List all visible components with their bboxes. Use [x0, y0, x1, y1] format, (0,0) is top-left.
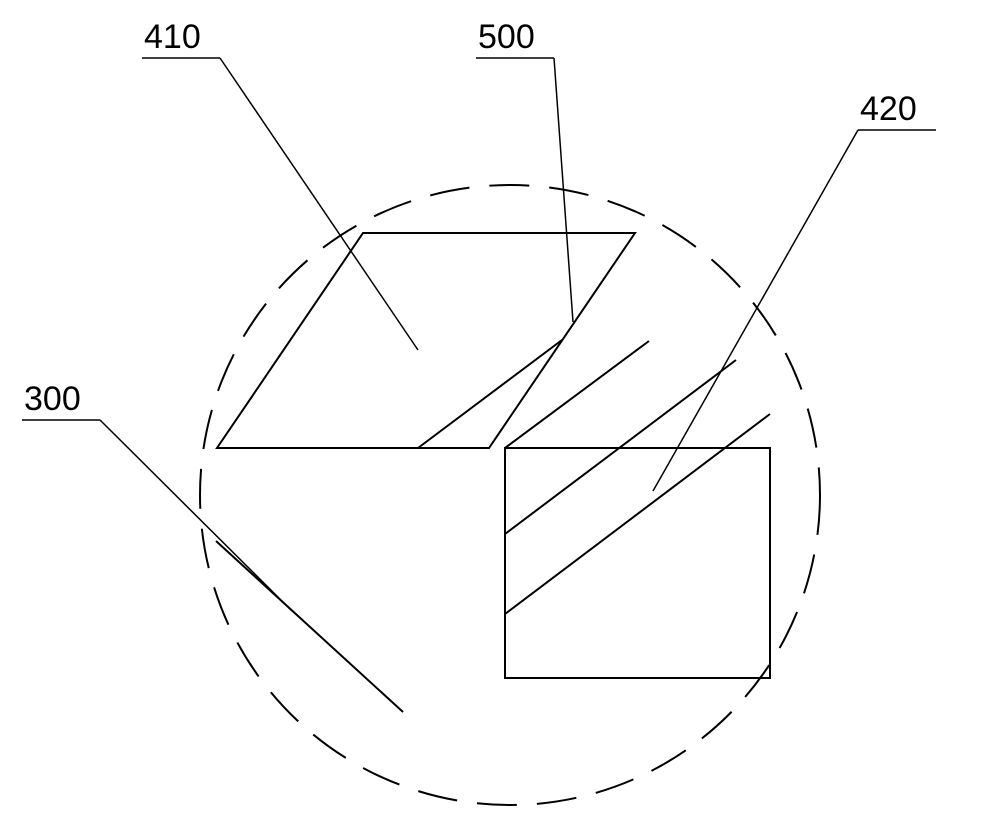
hatch-line-3: [505, 414, 770, 614]
technical-diagram: 410 500 420 300: [0, 0, 1000, 824]
plate-410: [217, 233, 635, 448]
leader-420: [653, 130, 858, 491]
label-300: 300: [24, 380, 81, 418]
hatch-line-1: [505, 341, 649, 448]
leader-410: [220, 58, 418, 350]
plate-420: [505, 448, 770, 678]
detail-circle: [200, 185, 820, 805]
member-300: [216, 541, 403, 712]
label-410: 410: [144, 18, 201, 56]
label-500: 500: [478, 18, 535, 56]
label-420: 420: [860, 90, 917, 128]
hatch-line-0: [418, 340, 562, 448]
